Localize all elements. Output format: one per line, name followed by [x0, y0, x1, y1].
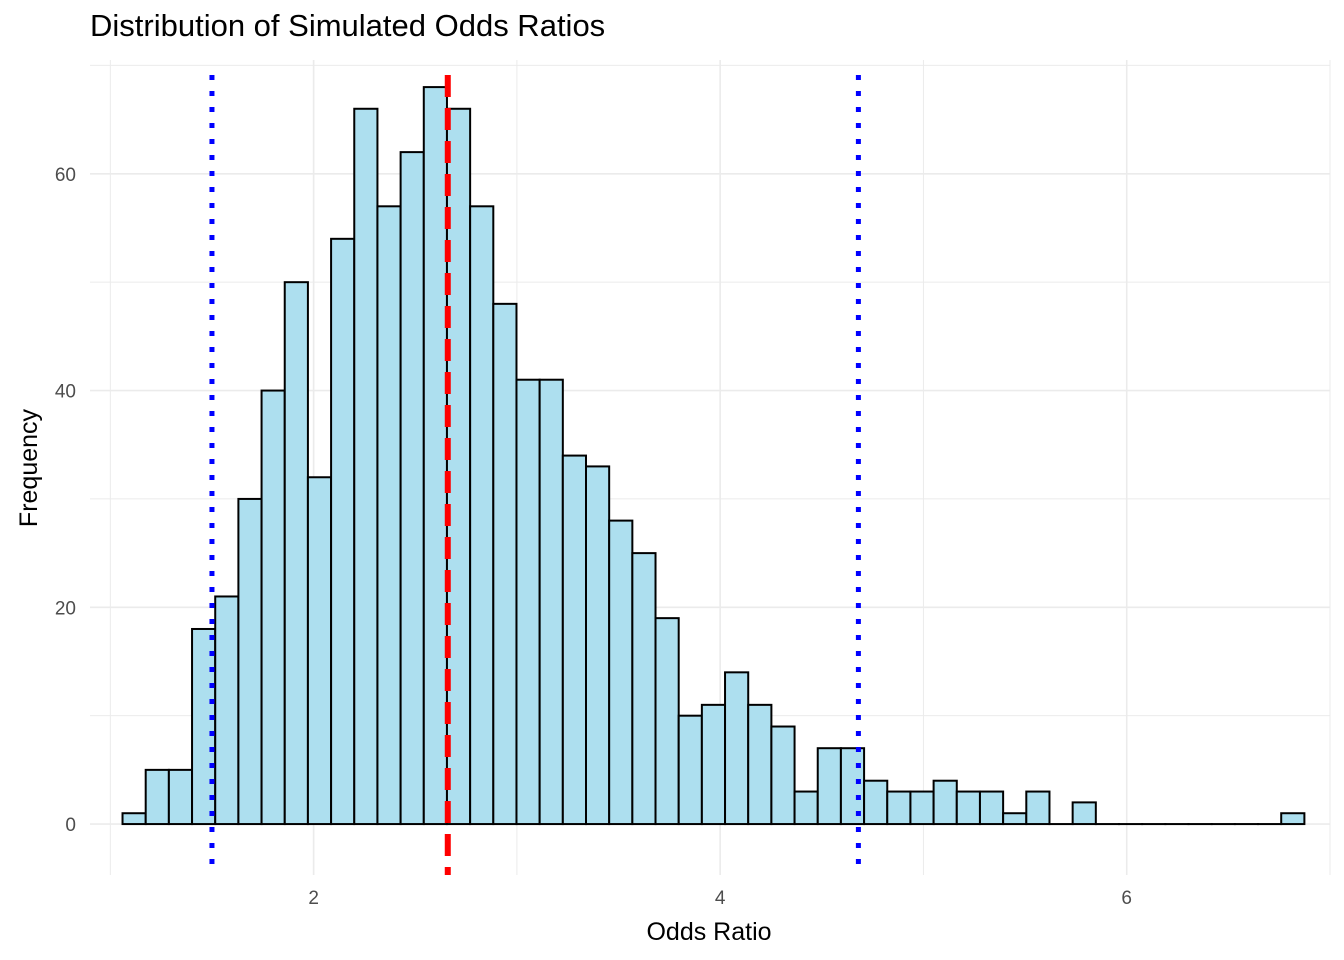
histogram-bar [1280, 812, 1306, 826]
histogram-bars [121, 86, 1306, 826]
y-axis-title: Frequency [15, 408, 43, 527]
histogram-bar [654, 617, 680, 826]
y-tick-label: 60 [55, 165, 76, 186]
histogram-bar [538, 378, 564, 826]
x-tick-label: 6 [1121, 888, 1132, 909]
x-axis-title: Odds Ratio [646, 918, 771, 946]
histogram-bar [353, 107, 379, 826]
histogram-bar [1071, 801, 1097, 826]
x-tick-label: 4 [715, 888, 726, 909]
histogram-bar [631, 552, 657, 826]
histogram-bar [283, 281, 309, 826]
histogram-bar [191, 627, 217, 826]
histogram-bar [167, 768, 194, 826]
histogram-bar [863, 779, 889, 826]
histogram-bar [422, 86, 448, 826]
histogram-bar [561, 454, 588, 826]
histogram-bar [793, 790, 819, 826]
reference-lines [209, 75, 861, 875]
histogram-bar [1025, 790, 1051, 826]
histogram-bar [330, 237, 356, 826]
y-tick-labels: 0 20 40 60 [55, 165, 76, 836]
histogram-bar [978, 790, 1005, 826]
histogram-bar [260, 389, 286, 826]
histogram-bar [770, 725, 796, 826]
histogram-bar [585, 465, 611, 826]
histogram-bar [932, 779, 958, 826]
y-tick-label: 40 [55, 382, 76, 403]
histogram-bar [121, 812, 147, 826]
histogram-bar [306, 476, 333, 826]
histogram-bar [399, 151, 425, 826]
histogram-bar [214, 595, 240, 826]
y-tick-label: 20 [55, 598, 76, 619]
histogram-bar [909, 790, 935, 826]
histogram-bar [376, 205, 402, 826]
histogram-bar [469, 205, 495, 826]
y-tick-label: 0 [65, 815, 76, 836]
x-tick-label: 2 [308, 888, 319, 909]
histogram-bar [886, 790, 912, 826]
histogram-bar [747, 703, 773, 826]
histogram-bar [955, 790, 981, 826]
histogram-bar [724, 671, 750, 826]
histogram-bar [515, 378, 541, 826]
histogram-bar [144, 768, 170, 826]
histogram-bar [677, 714, 703, 826]
histogram-bar [700, 703, 727, 826]
histogram-bar [816, 747, 842, 826]
chart-title: Distribution of Simulated Odds Ratios [90, 8, 606, 43]
histogram-bar [237, 497, 263, 826]
histogram-bar [1002, 812, 1028, 826]
histogram-bar [492, 302, 518, 826]
histogram-bar [608, 519, 634, 826]
x-tick-labels: 2 4 6 [308, 888, 1132, 909]
